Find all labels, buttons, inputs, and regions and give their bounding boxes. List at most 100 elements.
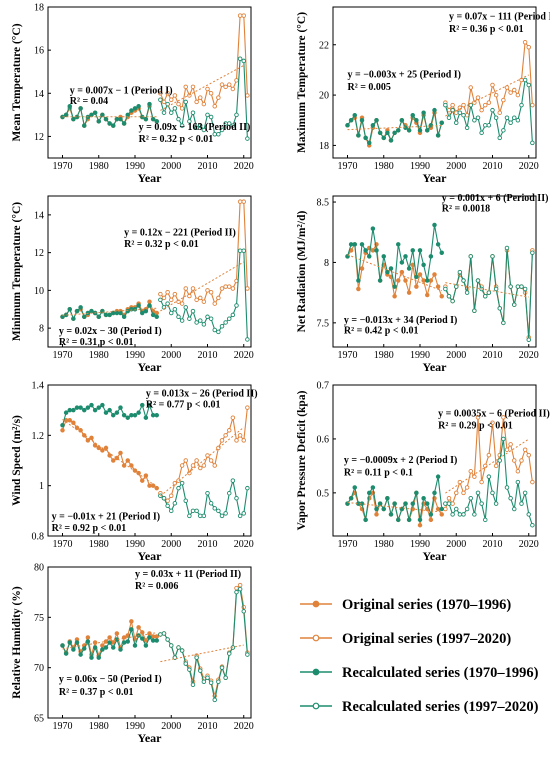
data-point-2002: [176, 645, 181, 650]
data-point-2011: [208, 458, 214, 463]
y-tick-label: 65: [34, 714, 44, 725]
data-point-2006: [475, 95, 481, 100]
data-point-2019: [237, 433, 243, 438]
data-point-2004: [183, 498, 188, 504]
data-point-2006: [475, 415, 481, 420]
data-point-2015: [508, 284, 513, 289]
data-point-1991: [421, 496, 426, 501]
data-point-1989: [129, 108, 134, 113]
x-tick-label: 1970: [53, 350, 73, 361]
data-point-1990: [132, 307, 138, 312]
data-point-2020: [241, 13, 246, 18]
data-point-2008: [197, 123, 203, 128]
data-point-2003: [464, 112, 470, 118]
data-point-1995: [435, 284, 441, 289]
data-point-1973: [356, 133, 361, 138]
data-point-2003: [179, 123, 185, 128]
x-axis-label: Year: [138, 731, 163, 745]
data-point-1985: [399, 117, 405, 123]
data-point-1988: [125, 112, 130, 118]
data-point-1982: [103, 312, 109, 318]
data-point-1999: [165, 498, 170, 504]
data-point-1972: [352, 242, 358, 247]
data-point-1995: [150, 638, 156, 643]
data-point-1999: [450, 512, 455, 517]
data-point-2009: [486, 123, 492, 128]
data-point-2016: [226, 284, 232, 289]
x-tick-label: 2000: [446, 161, 466, 172]
data-point-1992: [139, 630, 145, 635]
data-point-1989: [414, 274, 419, 280]
data-point-2014: [219, 665, 225, 670]
data-point-1975: [78, 405, 83, 410]
data-point-1978: [89, 402, 94, 408]
x-tick-label: 2000: [161, 539, 181, 550]
data-point-1974: [74, 640, 80, 645]
data-point-1977: [370, 248, 376, 253]
x-tick-label: 1990: [410, 350, 430, 361]
x-tick-label: 2020: [519, 539, 539, 550]
data-point-1972: [67, 103, 72, 109]
data-point-2014: [219, 438, 225, 443]
data-point-1978: [89, 435, 94, 441]
y-tick-label: 0.7: [317, 381, 330, 392]
data-point-2001: [172, 307, 178, 312]
x-tick-label: 1980: [89, 350, 109, 361]
legend: Original series (1970–1996) Original seri…: [300, 597, 539, 715]
plot-frame: [332, 6, 537, 159]
data-point-1989: [129, 619, 134, 624]
data-point-2006: [190, 286, 196, 291]
data-point-1977: [370, 226, 376, 231]
data-point-1987: [406, 517, 412, 523]
data-point-2013: [216, 508, 221, 514]
data-point-1990: [417, 248, 423, 253]
data-point-2011: [493, 115, 499, 120]
data-point-2021: [530, 522, 535, 528]
data-point-2012: [212, 327, 217, 333]
y-tick-label: 22: [319, 40, 329, 51]
y-tick-label: 70: [34, 663, 44, 674]
data-point-1987: [406, 266, 412, 271]
data-point-1994: [432, 272, 437, 277]
data-point-1980: [381, 254, 387, 259]
data-point-2018: [234, 585, 239, 591]
data-point-1977: [370, 123, 376, 128]
data-point-1993: [143, 473, 149, 478]
data-point-2010: [205, 112, 210, 118]
data-point-2012: [212, 506, 217, 511]
data-point-1982: [388, 512, 394, 517]
data-point-1983: [392, 501, 397, 506]
chart-panel-wind-speed: 1970 1980 1990 2000 2010 2020 0.8 1 1.2 1.4 Year Wi…: [11, 381, 258, 564]
data-point-2003: [179, 648, 185, 653]
data-point-2014: [504, 447, 510, 452]
data-point-2016: [226, 490, 232, 496]
data-point-1992: [139, 402, 145, 408]
data-point-2011: [208, 680, 214, 686]
data-point-1995: [150, 116, 156, 122]
data-point-1973: [71, 116, 76, 122]
data-point-1991: [421, 110, 426, 115]
data-point-1996: [439, 512, 445, 517]
data-point-1994: [432, 107, 437, 113]
data-point-2007: [194, 125, 199, 131]
data-point-2005: [472, 117, 477, 123]
regression-annotation: y = 0.03x + 11 (Period II): [135, 569, 241, 580]
data-point-2015: [223, 320, 228, 325]
data-point-2018: [234, 303, 239, 308]
data-point-1991: [136, 303, 141, 308]
data-point-1971: [348, 117, 354, 123]
data-point-1982: [388, 266, 394, 271]
data-point-2002: [461, 278, 466, 283]
data-point-1972: [352, 485, 358, 490]
data-point-2021: [245, 337, 250, 342]
regression-annotation: y = 0.12x − 221 (Period II): [124, 228, 236, 239]
data-point-2008: [197, 465, 203, 471]
data-point-2019: [522, 447, 528, 452]
data-point-1998: [161, 110, 167, 115]
data-point-2013: [216, 329, 221, 335]
legend-label: Original series (1970–1996): [342, 597, 511, 613]
data-point-2018: [234, 589, 239, 595]
data-point-1983: [107, 640, 112, 645]
data-point-2018: [519, 102, 524, 108]
data-point-1992: [139, 478, 145, 483]
